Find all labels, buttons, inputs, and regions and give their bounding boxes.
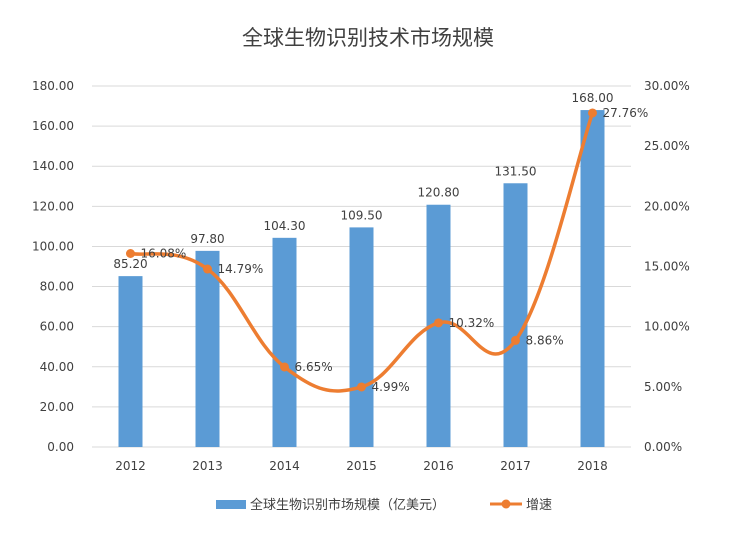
- bar: [272, 237, 297, 447]
- bar: [503, 183, 528, 447]
- bar: [195, 250, 220, 447]
- line-point: [588, 108, 597, 118]
- y-right-tick-label: 15.00%: [644, 260, 690, 274]
- y-left-tick-label: 40.00: [40, 360, 74, 374]
- legend-label-line: 增速: [526, 498, 552, 513]
- line-data-label: 4.99%: [372, 380, 410, 394]
- legend-swatch-marker: [501, 499, 511, 509]
- bar-data-label: 104.30: [264, 219, 306, 233]
- x-tick-label: 2018: [577, 459, 608, 473]
- x-tick-label: 2016: [423, 459, 454, 473]
- line-data-label: 10.32%: [449, 316, 495, 330]
- y-left-tick-label: 160.00: [32, 119, 74, 133]
- chart-title: 全球生物识别技术市场规模: [242, 26, 494, 50]
- x-tick-label: 2012: [115, 459, 146, 473]
- line-data-label: 8.86%: [526, 333, 564, 347]
- y-right-axis: 0.00% 5.00% 10.00% 15.00% 20.00% 25.00% 30.00%: [644, 79, 690, 454]
- line-data-label: 16.08%: [141, 247, 187, 261]
- y-left-axis: 0.00 20.00 40.00 60.00 80.00 100.00 120.00 140.…: [32, 79, 74, 454]
- x-tick-label: 2017: [500, 459, 531, 473]
- line-point: [203, 264, 212, 274]
- y-left-tick-label: 60.00: [40, 320, 74, 334]
- legend-swatch-bar: [216, 500, 246, 509]
- bar-data-label: 97.80: [190, 232, 224, 246]
- y-left-tick-label: 100.00: [32, 239, 74, 253]
- line-series: 16.08% 14.79% 6.65% 4.99% 10.32% 8.86% 27.76%: [126, 106, 648, 394]
- x-tick-label: 2013: [192, 459, 223, 473]
- line-point: [434, 318, 443, 328]
- y-left-tick-label: 120.00: [32, 199, 74, 213]
- x-tick-label: 2015: [346, 459, 377, 473]
- line-data-label: 6.65%: [295, 360, 333, 374]
- y-left-tick-label: 80.00: [40, 280, 74, 294]
- bar-data-labels: 85.20 97.80 104.30 109.50 120.80 131.50 168.00: [113, 91, 613, 271]
- bar-data-label: 131.50: [495, 164, 537, 178]
- y-left-tick-label: 20.00: [40, 400, 74, 414]
- bar: [118, 276, 143, 447]
- y-right-tick-label: 30.00%: [644, 79, 690, 93]
- y-right-tick-label: 20.00%: [644, 199, 690, 213]
- y-left-tick-label: 180.00: [32, 79, 74, 93]
- bar-data-label: 120.80: [418, 186, 460, 200]
- legend: 全球生物识别市场规模（亿美元） 增速: [216, 497, 552, 513]
- y-left-tick-label: 140.00: [32, 159, 74, 173]
- y-left-tick-label: 0.00: [47, 440, 74, 454]
- y-right-tick-label: 0.00%: [644, 440, 682, 454]
- bar: [349, 227, 374, 447]
- y-right-tick-label: 25.00%: [644, 139, 690, 153]
- bar-data-label: 168.00: [572, 91, 614, 105]
- y-right-tick-label: 10.00%: [644, 320, 690, 334]
- line-point: [511, 335, 520, 345]
- line-point: [357, 382, 366, 392]
- bar: [580, 110, 605, 448]
- line-point: [280, 362, 289, 372]
- bar-series: [118, 110, 605, 448]
- y-right-tick-label: 5.00%: [644, 380, 682, 394]
- line-data-label: 14.79%: [218, 262, 264, 276]
- legend-label-bar: 全球生物识别市场规模（亿美元）: [250, 497, 445, 513]
- x-tick-label: 2014: [269, 459, 300, 473]
- bar-data-label: 85.20: [113, 257, 147, 271]
- line-point: [126, 249, 135, 259]
- bar-data-label: 109.50: [341, 208, 383, 222]
- growth-line: [128, 111, 595, 393]
- x-axis: 2012 2013 2014 2015 2016 2017 2018: [115, 459, 608, 473]
- line-data-label: 27.76%: [603, 106, 649, 120]
